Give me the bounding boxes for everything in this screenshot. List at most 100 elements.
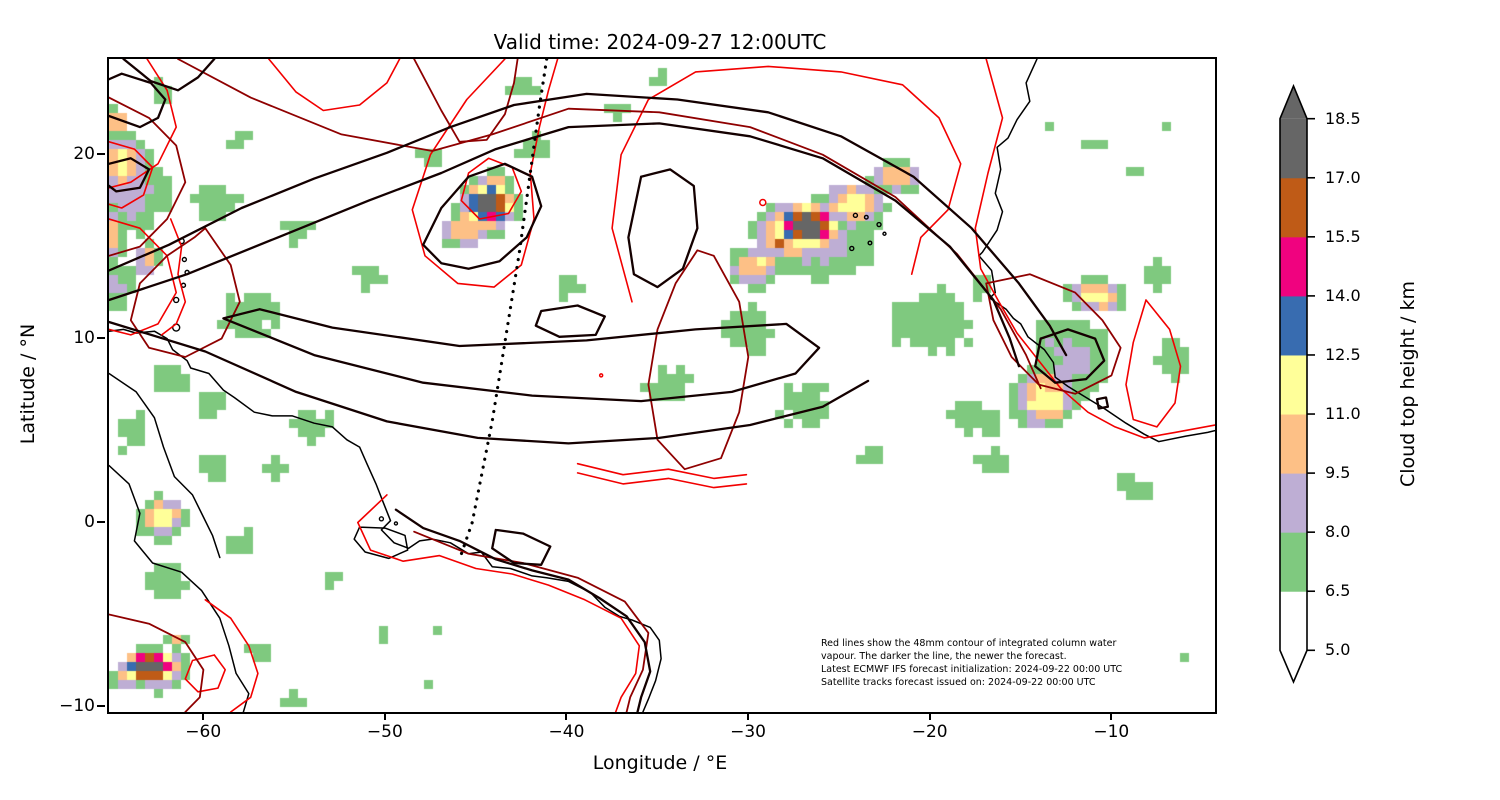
- icwv-contour-newest: [222, 308, 821, 403]
- island-outline: [867, 240, 873, 246]
- island-outline: [393, 521, 399, 526]
- x-tick-mark: [383, 712, 386, 720]
- annotation-line: Red lines show the 48mm contour of integ…: [821, 638, 1117, 649]
- x-tick-label: −10: [1093, 722, 1130, 742]
- icwv-contour-newest: [627, 168, 699, 289]
- y-axis-label: Latitude / °N: [17, 323, 39, 445]
- icwv-contour-newest: [109, 157, 151, 193]
- y-tick-mark: [97, 705, 105, 708]
- icwv-contour-newest: [109, 92, 1068, 357]
- annotation-line: Satellite tracks forecast issued on: 202…: [821, 677, 1096, 688]
- cloud-top-height-field: [109, 59, 1215, 712]
- icwv-contour-newest: [109, 122, 1021, 368]
- x-tick-mark: [202, 712, 205, 720]
- island-outline: [172, 296, 180, 304]
- icwv-contour-oldest: [611, 65, 962, 303]
- coastline: [109, 372, 221, 559]
- icwv-contour-newest: [394, 508, 652, 712]
- colorbar-under-arrow: [1280, 650, 1307, 682]
- icwv-contour-newest: [534, 304, 606, 338]
- x-tick-mark: [565, 712, 568, 720]
- colorbar-band: [1280, 177, 1307, 238]
- colorbar-tick-label: 5.0: [1325, 640, 1351, 660]
- x-axis-label: Longitude / °E: [592, 752, 728, 774]
- island-outline: [181, 256, 188, 263]
- icwv-contour-oldest: [460, 157, 523, 220]
- x-tick-mark: [747, 712, 750, 720]
- icwv-contour-oldest: [357, 494, 641, 712]
- icwv-contour-small: [598, 373, 604, 378]
- x-tick-label: −60: [185, 722, 222, 742]
- y-tick-mark: [97, 153, 105, 156]
- colorbar-over-arrow: [1280, 86, 1307, 119]
- icwv-contour-oldest: [109, 141, 154, 209]
- colorbar-band: [1280, 118, 1307, 179]
- colorbar-tick-label: 14.0: [1325, 285, 1361, 305]
- icwv-contour-oldest: [411, 59, 559, 288]
- colorbar-band: [1280, 295, 1307, 356]
- annotation-line: Latest ECMWF IFS forecast initialization…: [821, 664, 1123, 675]
- x-tick-label: −20: [911, 722, 948, 742]
- colorbar-band: [1280, 236, 1307, 297]
- satellite-track-dotted: [457, 59, 549, 561]
- icwv-contour-mid: [109, 96, 187, 257]
- icwv-contour-oldest: [576, 472, 748, 489]
- island-outline: [863, 214, 869, 220]
- icwv-contour-oldest: [109, 59, 177, 189]
- island-outline: [852, 212, 859, 219]
- colorbar-title: Cloud top height / km: [1397, 280, 1419, 488]
- y-tick-label: 0: [84, 512, 95, 533]
- x-tick-mark: [928, 712, 931, 720]
- icwv-contour-newest: [1095, 396, 1110, 410]
- icwv-contour-small: [759, 198, 767, 207]
- colorbar-band: [1280, 473, 1307, 533]
- icwv-contour-newest: [491, 528, 552, 566]
- icwv-contour-newest: [109, 320, 870, 445]
- island-outline: [876, 221, 882, 228]
- colorbar-tick-label: 15.5: [1325, 226, 1361, 246]
- colorbar-tick-label: 8.0: [1325, 522, 1351, 542]
- icwv-contour-newest: [422, 162, 543, 270]
- annotation-text: Red lines show the 48mm contour of integ…: [821, 637, 1201, 689]
- y-tick-mark: [97, 337, 105, 340]
- icwv-contour-mid: [985, 273, 1122, 395]
- coastline: [109, 328, 662, 712]
- x-tick-mark: [1110, 712, 1113, 720]
- icwv-contour-oldest: [576, 462, 748, 480]
- icwv-contour-oldest: [1125, 299, 1182, 428]
- icwv-contour-oldest: [184, 654, 226, 693]
- map-plot-area: Red lines show the 48mm contour of integ…: [107, 57, 1217, 714]
- icwv-contour-mid: [129, 227, 241, 358]
- island-outline: [882, 231, 887, 236]
- icwv-contour-mid: [109, 613, 205, 712]
- x-tick-label: −40: [548, 722, 585, 742]
- icwv-contour-newest: [122, 59, 216, 92]
- island-outline: [849, 245, 855, 252]
- colorbar-band: [1280, 591, 1307, 651]
- y-tick-mark: [97, 521, 105, 524]
- icwv-contour-oldest: [160, 218, 187, 336]
- coastline: [109, 464, 250, 712]
- coastline: [978, 59, 1215, 443]
- icwv-contour-oldest: [268, 59, 401, 112]
- colorbar: [1279, 83, 1315, 685]
- colorbar-band: [1280, 414, 1307, 474]
- colorbar-band: [1280, 532, 1307, 592]
- colorbar-tick-label: 12.5: [1325, 344, 1361, 364]
- icwv-contour-mid: [647, 249, 750, 471]
- icwv-contour-oldest: [974, 59, 1215, 439]
- icwv-contour-mid: [413, 59, 519, 143]
- colorbar-tick-label: 6.5: [1325, 581, 1351, 601]
- x-tick-label: −30: [730, 722, 767, 742]
- colorbar-tick-label: 18.5: [1325, 108, 1361, 128]
- y-tick-label: −10: [59, 696, 95, 717]
- annotation-line: vapour. The darker the line, the newer t…: [821, 651, 1067, 662]
- icwv-contour-oldest: [109, 218, 177, 336]
- y-tick-label: 10: [73, 328, 95, 349]
- icwv-contour-oldest: [204, 598, 259, 712]
- x-tick-label: −50: [366, 722, 403, 742]
- plot-title: Valid time: 2024-09-27 12:00UTC: [493, 30, 827, 54]
- colorbar-band: [1280, 354, 1307, 415]
- map-overlay-lines: [109, 59, 1215, 712]
